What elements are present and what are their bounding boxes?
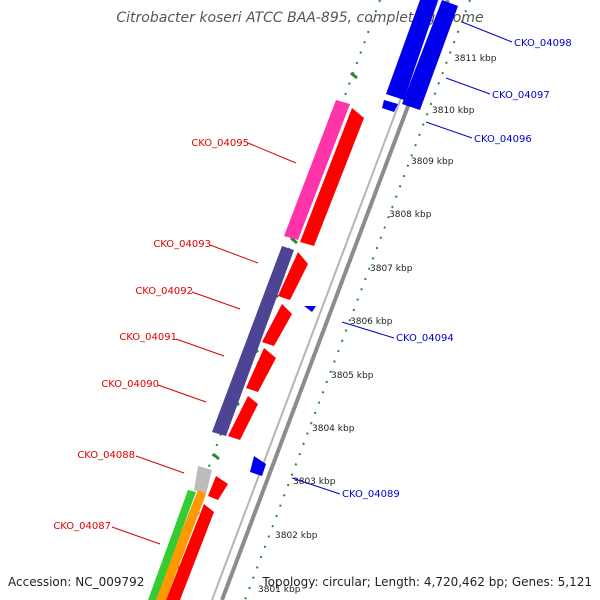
gene-purple[interactable]	[212, 246, 294, 436]
label-cko-04098[interactable]: CKO_04098	[514, 38, 572, 49]
accession-text: Accession: NC_009792	[8, 575, 144, 589]
left-leader-lines	[111, 142, 297, 545]
gene-cko-04092[interactable]	[262, 304, 292, 346]
label-cko-04093[interactable]: CKO_04093	[153, 239, 211, 250]
gene-cko-04095[interactable]	[300, 108, 364, 246]
kbp-3807: 3807 kbp	[370, 264, 413, 274]
gene-gray[interactable]	[194, 466, 212, 494]
gene-cko-04090[interactable]	[228, 396, 258, 440]
label-cko-04094[interactable]: CKO_04094	[396, 333, 454, 344]
kbp-3801: 3801 kbp	[258, 585, 301, 595]
label-cko-04087[interactable]: CKO_04087	[53, 521, 111, 532]
right-gene-labels: CKO_04098 CKO_04097 CKO_04096 CKO_04094 …	[342, 38, 572, 500]
kbp-3810: 3810 kbp	[432, 106, 475, 116]
label-cko-04097[interactable]: CKO_04097	[492, 90, 550, 101]
kbp-3804: 3804 kbp	[312, 424, 355, 434]
topology-text: Topology: circular; Length: 4,720,462 bp…	[261, 575, 592, 589]
kbp-3803: 3803 kbp	[293, 477, 336, 487]
right-tick-track	[244, 0, 471, 600]
kbp-3809: 3809 kbp	[411, 157, 454, 167]
kbp-3802: 3802 kbp	[275, 531, 318, 541]
left-gene-labels: CKO_04095 CKO_04093 CKO_04092 CKO_04091 …	[53, 138, 249, 532]
gene-cko-04098[interactable]	[386, 0, 438, 100]
gene-orange[interactable]	[154, 490, 206, 600]
gene-cko-04095-pink[interactable]	[284, 100, 350, 240]
right-leader-lines	[291, 21, 513, 495]
kbp-3808: 3808 kbp	[389, 210, 432, 220]
gene-cko-04089[interactable]	[250, 456, 266, 476]
gene-cko-04093[interactable]	[278, 252, 308, 300]
kbp-3811: 3811 kbp	[454, 54, 497, 64]
label-cko-04089[interactable]: CKO_04089	[342, 489, 400, 500]
gene-cko-04097[interactable]	[402, 0, 458, 110]
map-title: Citrobacter koseri ATCC BAA-895, complet…	[116, 10, 483, 26]
label-cko-04091[interactable]: CKO_04091	[119, 332, 177, 343]
label-cko-04090[interactable]: CKO_04090	[101, 379, 159, 390]
label-cko-04095[interactable]: CKO_04095	[191, 138, 249, 149]
kbp-3805: 3805 kbp	[331, 371, 374, 381]
genome-backbone-inner	[211, 0, 439, 600]
gene-cko-04087[interactable]	[166, 504, 214, 600]
gene-cko-04088[interactable]	[208, 476, 228, 500]
forward-genes	[166, 108, 364, 600]
label-cko-04096[interactable]: CKO_04096	[474, 134, 532, 145]
label-cko-04092[interactable]: CKO_04092	[135, 286, 193, 297]
gene-cko-04096[interactable]	[382, 100, 398, 112]
gene-green[interactable]	[148, 490, 196, 600]
reverse-genes-top	[250, 0, 458, 476]
gene-cko-04094[interactable]	[304, 306, 316, 312]
gene-cko-04091[interactable]	[246, 348, 276, 392]
kbp-3806: 3806 kbp	[350, 317, 393, 327]
kbp-labels: 3811 kbp 3810 kbp 3809 kbp 3808 kbp 3807…	[258, 54, 497, 595]
label-cko-04088[interactable]: CKO_04088	[77, 450, 135, 461]
